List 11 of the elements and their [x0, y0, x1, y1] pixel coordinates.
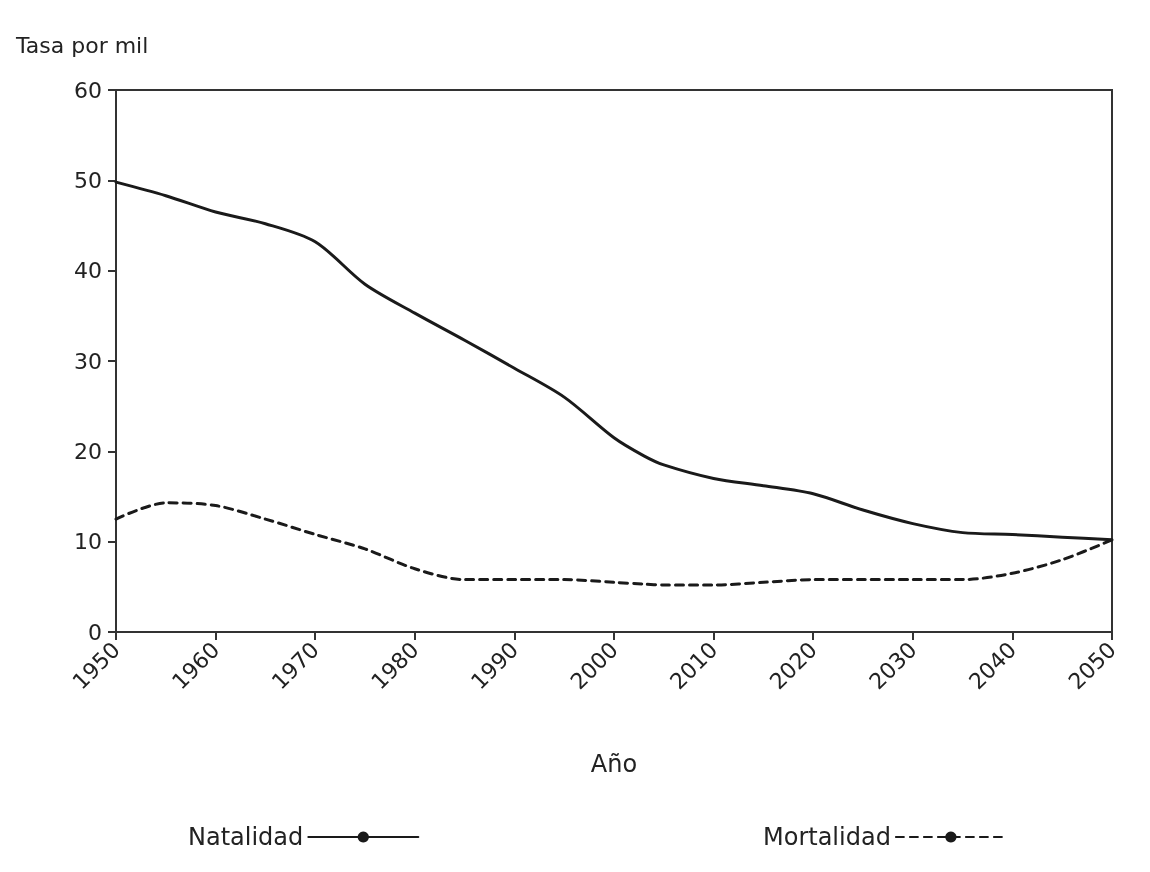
legend-label: Mortalidad: [763, 823, 891, 851]
y-tick-label: 10: [74, 529, 102, 555]
y-tick-label: 0: [88, 619, 102, 645]
y-tick-label: 30: [74, 348, 102, 374]
y-tick-label: 20: [74, 438, 102, 464]
legend-label: Natalidad: [187, 823, 304, 851]
y-axis-title: Tasa por mil: [15, 32, 149, 58]
y-tick-label: 50: [74, 167, 102, 193]
y-tick-label: 60: [74, 77, 102, 103]
y-tick-label: 40: [74, 258, 102, 284]
x-axis-title: Año: [590, 750, 638, 778]
